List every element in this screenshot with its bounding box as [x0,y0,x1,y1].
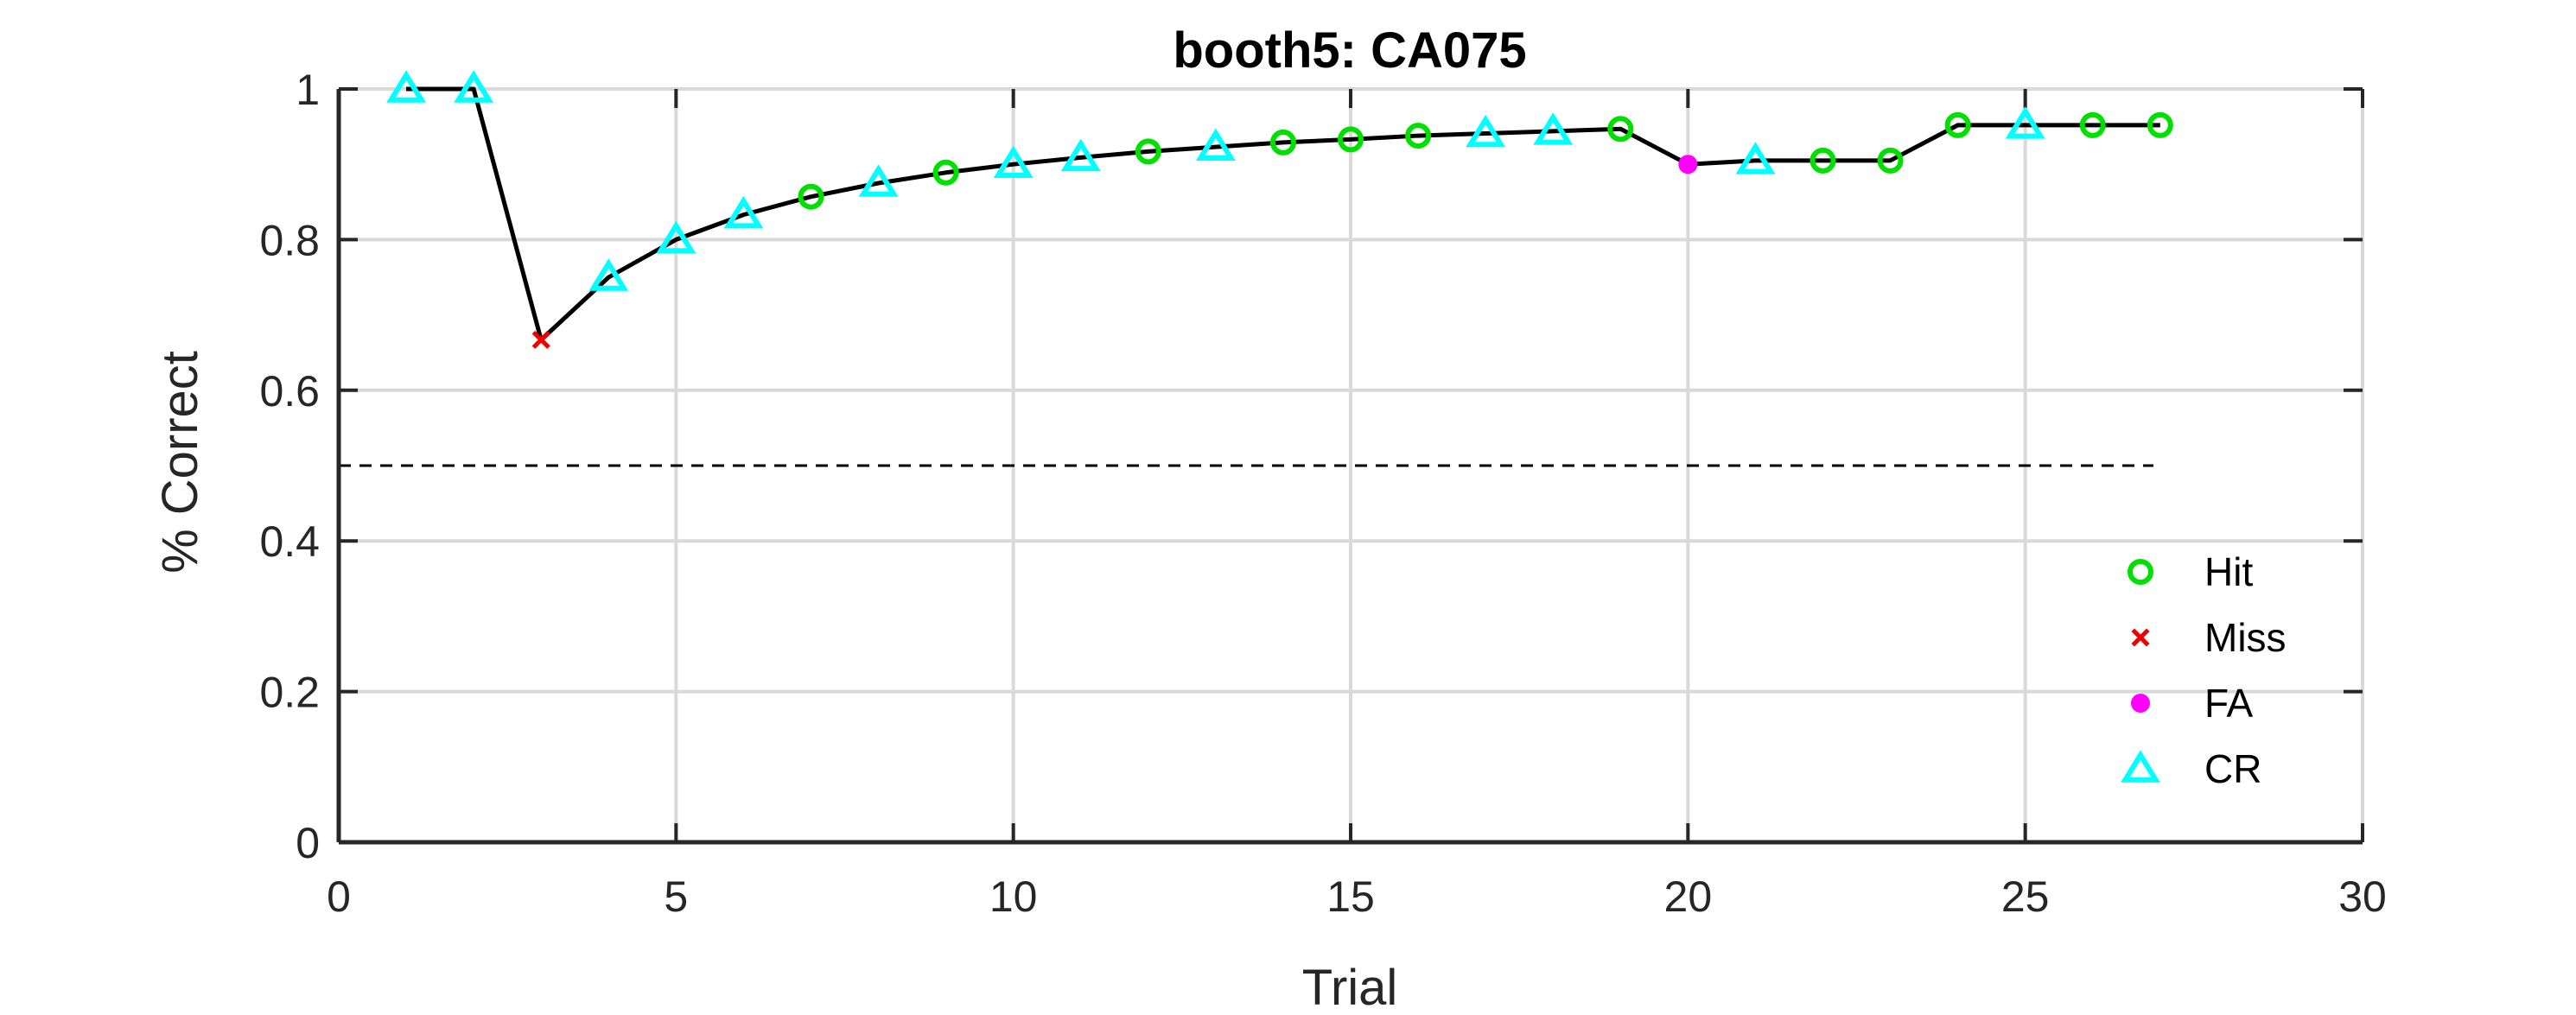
grid [337,87,2364,844]
data-point-hit-trial-9 [932,159,959,186]
data-point-cr-trial-13 [1195,128,1236,161]
y-tick-label: 0 [296,819,320,867]
x-tick-label: 30 [2338,872,2387,921]
y-axis-title: % Correct [152,351,208,574]
x-tick-label: 10 [989,872,1038,921]
tick-labels: 0 5 10 15 20 25 30 0 0.2 0.4 0.6 0.8 1 [259,66,2386,921]
x-tick-label: 15 [1326,872,1375,921]
x-tick-label: 20 [1664,872,1713,921]
data-point-cr-trial-2 [454,70,494,103]
legend-label-fa: FA [2204,681,2254,726]
x-tick-label: 25 [2001,872,2050,921]
x-tick-label: 5 [664,872,688,921]
legend-marker-cr [2121,750,2160,783]
x-tick-label: 0 [327,872,351,921]
data-point-hit-trial-7 [798,183,824,210]
data-point-fa-trial-20 [1678,155,1698,174]
data-point-hit-trial-16 [1405,123,1432,149]
data-markers [386,70,2173,349]
axes [336,87,2364,845]
data-point-hit-trial-26 [2079,111,2106,138]
performance-line [406,86,2160,342]
data-point-cr-trial-6 [723,195,764,229]
chart-title: booth5: CA075 [1173,22,1526,79]
y-tick-label: 0.2 [259,669,320,717]
x-axis-title: Trial [1302,960,1398,1015]
data-point-hit-trial-15 [1338,126,1364,153]
data-point-cr-trial-5 [656,220,696,254]
legend-label-hit: Hit [2204,549,2253,594]
data-point-hit-trial-12 [1135,138,1161,165]
data-point-cr-trial-18 [1533,112,1574,145]
data-point-cr-trial-21 [1735,142,1776,174]
y-tick-label: 1 [296,66,320,114]
data-point-hit-trial-23 [1877,147,1904,174]
legend-marker-miss [2131,628,2150,647]
data-point-miss-trial-3 [531,330,550,349]
data-point-hit-trial-22 [1810,147,1836,174]
data-point-hit-trial-24 [1944,111,1971,138]
data-point-cr-trial-4 [588,258,629,291]
data-point-cr-trial-8 [858,164,899,197]
data-point-cr-trial-17 [1466,114,1506,148]
data-point-cr-trial-10 [993,145,1034,178]
legend: Hit Miss FA CR [2121,549,2287,791]
legend-marker-fa [2131,694,2150,713]
legend-label-cr: CR [2204,746,2261,791]
data-point-cr-trial-11 [1060,138,1101,172]
data-point-hit-trial-19 [1607,116,1634,143]
data-point-hit-trial-14 [1269,129,1296,155]
data-point-cr-trial-25 [2005,106,2045,139]
legend-marker-hit [2128,559,2153,585]
y-tick-label: 0.4 [259,517,320,566]
y-tick-label: 0.6 [259,367,320,416]
legend-label-miss: Miss [2204,615,2287,660]
y-tick-label: 0.8 [259,216,320,264]
data-point-cr-trial-1 [386,70,427,103]
data-point-hit-trial-27 [2147,111,2173,138]
